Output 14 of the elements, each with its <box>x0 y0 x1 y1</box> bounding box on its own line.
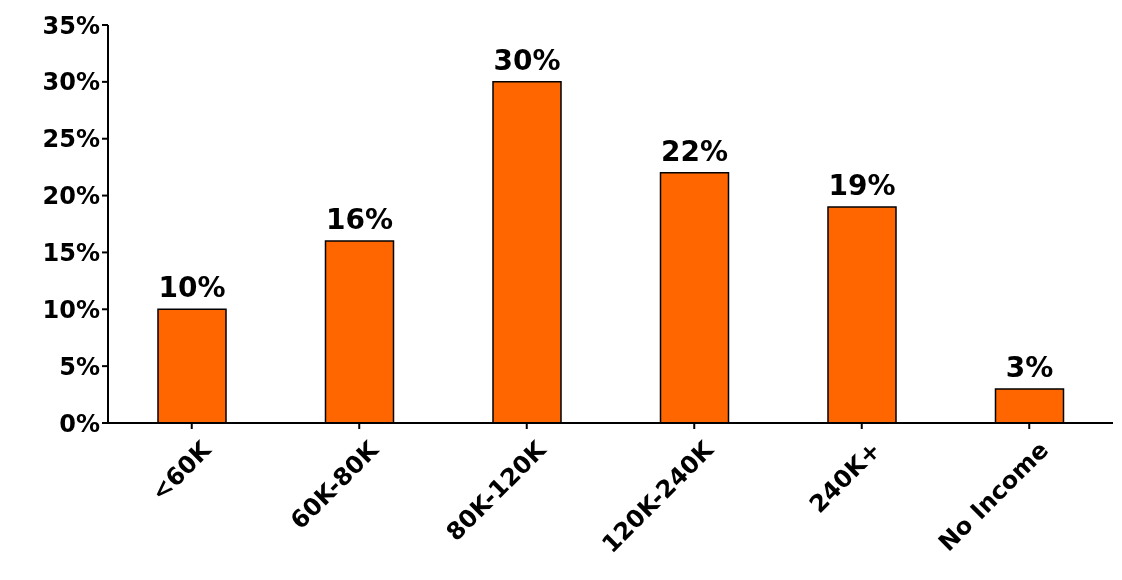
y-tick-label: 15% <box>42 238 100 267</box>
y-tick-label: 20% <box>42 182 100 211</box>
data-label: 16% <box>325 203 394 237</box>
y-tick-label: 25% <box>42 125 100 154</box>
data-label: 19% <box>828 168 896 202</box>
y-tick-label: 0% <box>59 409 100 438</box>
data-label: 22% <box>660 134 729 168</box>
y-tick-label: 10% <box>42 295 100 324</box>
data-label: 30% <box>493 43 561 77</box>
y-tick-label: 30% <box>42 68 100 97</box>
data-label: 10% <box>158 271 226 305</box>
data-label: 3% <box>1005 350 1054 384</box>
y-tick-label: 5% <box>59 352 100 381</box>
y-tick-label: 35% <box>42 11 100 40</box>
